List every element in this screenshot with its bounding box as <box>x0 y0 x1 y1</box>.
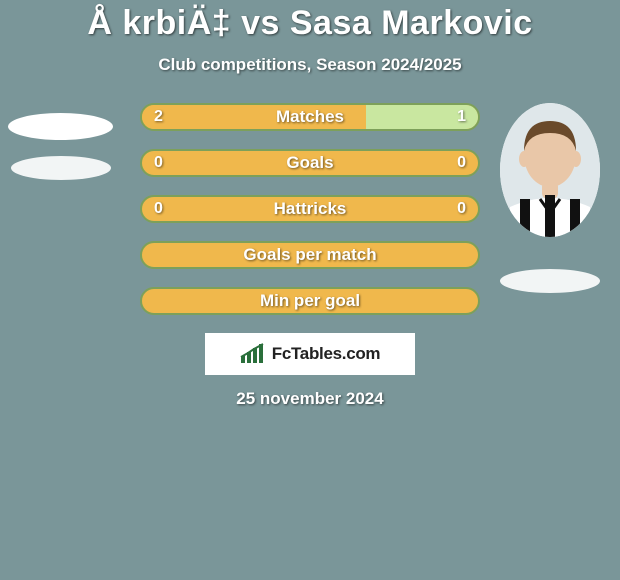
snapshot-date: 25 november 2024 <box>0 389 620 409</box>
player-right-shadow <box>500 269 600 293</box>
brand-text: FcTables.com <box>272 344 381 364</box>
stat-value-left: 0 <box>154 197 163 221</box>
stat-value-right: 0 <box>457 151 466 175</box>
stat-label: Min per goal <box>142 289 478 313</box>
stat-value-right: 0 <box>457 197 466 221</box>
stat-value-left: 0 <box>154 151 163 175</box>
stat-row: Matches2 1 <box>140 103 480 131</box>
stat-row: Min per goal <box>140 287 480 315</box>
stat-label: Hattricks <box>142 197 478 221</box>
player-right-avatar-wrap <box>500 103 600 293</box>
stat-row: Goals0 0 <box>140 149 480 177</box>
page-title: Å krbiÄ‡ vs Sasa Markovic <box>0 0 620 43</box>
person-icon <box>500 103 600 237</box>
player-left-shadow <box>11 156 111 180</box>
brand-badge: FcTables.com <box>205 333 415 375</box>
player-left-avatar <box>8 113 113 140</box>
stat-label: Goals per match <box>142 243 478 267</box>
stat-value-left: 2 <box>154 105 163 129</box>
stat-label: Matches <box>142 105 478 129</box>
stat-row: Goals per match <box>140 241 480 269</box>
stat-value-right: 1 <box>457 105 466 129</box>
page-subtitle: Club competitions, Season 2024/2025 <box>0 55 620 75</box>
comparison-stage: Matches21Goals00Hattricks00Goals per mat… <box>0 103 620 315</box>
player-left-avatar-wrap <box>8 103 113 180</box>
stat-bars: Matches21Goals00Hattricks00Goals per mat… <box>140 103 480 315</box>
stat-label: Goals <box>142 151 478 175</box>
stat-row: Hattricks0 0 <box>140 195 480 223</box>
player-right-avatar <box>500 103 600 237</box>
chart-icon <box>240 343 266 365</box>
